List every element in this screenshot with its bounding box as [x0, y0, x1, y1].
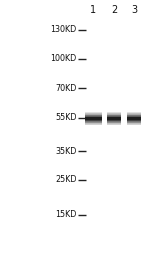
Bar — [107, 118, 121, 119]
Bar — [107, 115, 121, 116]
Bar — [107, 119, 121, 120]
Bar — [127, 114, 141, 115]
Bar — [127, 113, 141, 114]
Bar — [127, 112, 141, 113]
Bar — [85, 114, 102, 115]
Text: 70KD: 70KD — [55, 84, 77, 93]
Text: 3: 3 — [131, 5, 137, 15]
Bar — [85, 113, 102, 114]
Bar — [85, 117, 102, 118]
Bar — [127, 124, 141, 125]
Bar — [107, 112, 121, 113]
Bar — [107, 120, 121, 121]
Bar — [85, 122, 102, 123]
Bar — [107, 117, 121, 120]
Bar — [107, 114, 121, 115]
Bar — [107, 113, 121, 114]
Text: 2: 2 — [111, 5, 117, 15]
Bar — [85, 120, 102, 121]
Bar — [127, 115, 141, 116]
Bar — [85, 112, 102, 113]
Bar — [85, 121, 102, 122]
Bar — [127, 117, 141, 118]
Bar — [127, 117, 141, 120]
Bar — [107, 122, 121, 123]
Bar — [107, 116, 121, 117]
Text: 130KD: 130KD — [50, 25, 77, 34]
Bar — [85, 115, 102, 116]
Bar — [85, 123, 102, 124]
Bar — [85, 116, 102, 117]
Bar — [127, 116, 141, 117]
Text: 35KD: 35KD — [55, 147, 77, 156]
Bar — [85, 124, 102, 125]
Bar — [107, 117, 121, 118]
Bar — [127, 119, 141, 120]
Bar — [127, 118, 141, 119]
Bar — [85, 117, 102, 120]
Bar — [127, 120, 141, 121]
Text: 100KD: 100KD — [50, 54, 77, 63]
Bar — [107, 123, 121, 124]
Bar — [127, 123, 141, 124]
Bar — [85, 118, 102, 119]
Text: 15KD: 15KD — [55, 210, 77, 219]
Text: 25KD: 25KD — [55, 176, 77, 184]
Bar — [85, 119, 102, 120]
Bar — [107, 124, 121, 125]
Bar — [127, 121, 141, 122]
Bar — [127, 122, 141, 123]
Bar — [107, 121, 121, 122]
Text: 1: 1 — [90, 5, 97, 15]
Text: 55KD: 55KD — [55, 113, 77, 122]
